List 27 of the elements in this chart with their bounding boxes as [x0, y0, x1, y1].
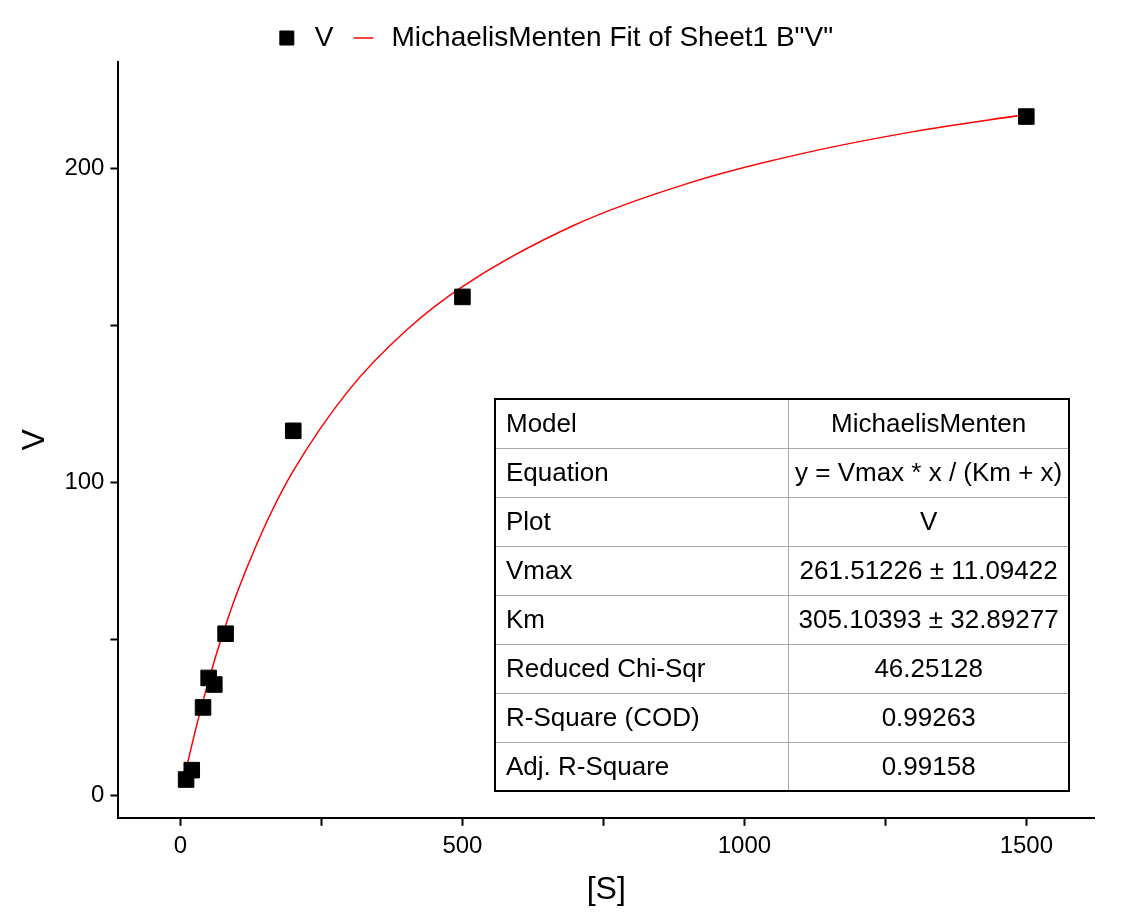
- annotation: Model: [495, 399, 789, 448]
- annotation: 46.25128: [788, 644, 1070, 693]
- legend-label: V: [314, 20, 334, 52]
- annotation: 0.99158: [788, 742, 1070, 791]
- annotation: 305.10393 ± 32.89277: [788, 595, 1070, 644]
- legend-label: MichaelisMenten Fit of Sheet1 B"V": [391, 20, 834, 52]
- x-tick-label: 500: [442, 830, 483, 858]
- annotation: V: [788, 497, 1070, 546]
- annotation: Vmax: [495, 546, 789, 595]
- y-tick-label: 200: [64, 153, 105, 181]
- x-axis-title: [S]: [586, 869, 626, 906]
- annotation: 0.99263: [788, 693, 1070, 742]
- x-tick-label: 1500: [999, 830, 1054, 858]
- annotation: Plot: [495, 497, 789, 546]
- annotation: 261.51226 ± 11.09422: [788, 546, 1070, 595]
- annotation: Reduced Chi-Sqr: [495, 644, 789, 693]
- annotation: R-Square (COD): [495, 693, 789, 742]
- annotation: MichaelisMenten: [788, 399, 1070, 448]
- annotation: Adj. R-Square: [495, 742, 789, 791]
- y-tick-label: 100: [64, 466, 105, 494]
- y-axis-title: V: [15, 428, 52, 451]
- x-tick-label: 1000: [717, 830, 772, 858]
- annotation: Equation: [495, 448, 789, 497]
- x-tick-label: 0: [173, 830, 188, 858]
- annotation: y = Vmax * x / (Km + x): [788, 448, 1070, 497]
- y-tick-label: 0: [91, 780, 105, 808]
- annotation: Km: [495, 595, 789, 644]
